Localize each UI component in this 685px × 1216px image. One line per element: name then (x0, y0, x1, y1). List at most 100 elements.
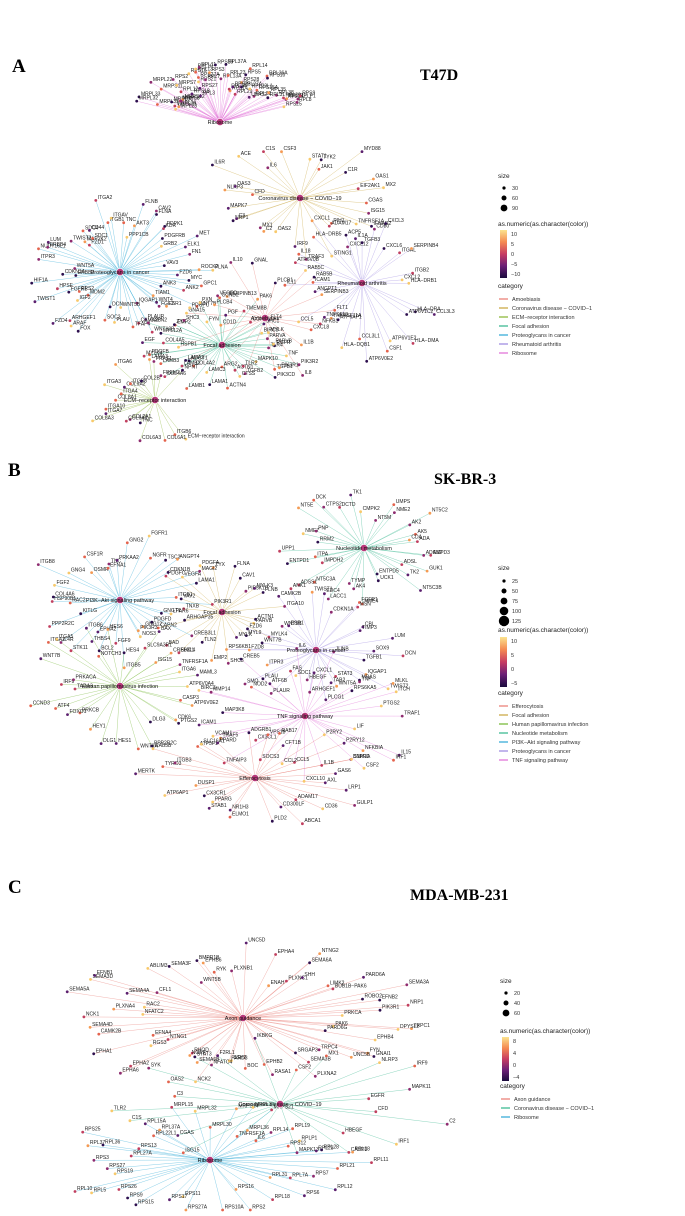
gene-node (422, 554, 426, 557)
legend-category-label: Proteoglycans in cancer (512, 749, 571, 755)
gene-label: MLKL (395, 678, 408, 684)
edge-nucleotide-metabolism (363, 547, 431, 556)
gene-label: PTGS2 (181, 718, 198, 724)
gene-node (244, 634, 248, 637)
edge-human-papillomavirus-infection (56, 639, 121, 687)
legend-colorbar-tick: 0 (511, 667, 514, 673)
edge-pi3k-akt-signaling-pathway (70, 599, 121, 651)
edge-rheumatoid-arthritis (298, 282, 363, 323)
hub-node-ribosome (206, 1156, 214, 1164)
edge-focal-adhesion (221, 343, 274, 346)
hub-label-axon-guidance: Axon guidance (225, 1016, 261, 1022)
gene-label: RPS16 (238, 1184, 254, 1190)
gene-label: EPHA6 (122, 1068, 139, 1074)
edge-ribosome (219, 77, 268, 123)
gene-node (67, 290, 71, 294)
edge-axon-guidance (242, 1017, 368, 1054)
gene-label: EMP2 (214, 655, 228, 661)
legend-color-title: as.numeric(as.character(color)) (498, 221, 588, 228)
edge-ribosome (169, 1159, 211, 1200)
edge-coronavirus-disease-covid-19 (299, 197, 367, 204)
gene-label: FLNA (159, 209, 172, 215)
gene-label: PLAUR (148, 314, 165, 320)
gene-label: SLC9A3R1 (147, 643, 172, 649)
gene-node (239, 657, 243, 661)
gene-label: ATP5F1 (200, 741, 218, 747)
edge-ribosome (74, 1159, 211, 1192)
gene-label: FLNB (265, 587, 278, 593)
gene-node (353, 727, 356, 731)
edge-rheumatoid-arthritis (345, 235, 363, 284)
legend-colorbar-gradient (500, 230, 507, 278)
gene-node (248, 87, 252, 91)
gene-label: MX1 (262, 222, 273, 228)
edge-rheumatoid-arthritis (284, 282, 363, 286)
edge-pi3k-akt-signaling-pathway (108, 563, 121, 601)
gene-label: EFNA4 (155, 1030, 171, 1036)
legend-size-dot (502, 186, 506, 190)
edges (67, 942, 448, 1211)
gene-node (141, 1013, 145, 1016)
gene-label: HLA−DRB5 (316, 232, 342, 238)
gene-label: FGFR1 (71, 287, 88, 293)
gene-node (129, 1154, 133, 1158)
gene-node (197, 268, 201, 272)
gene-label: RPL19 (295, 1123, 311, 1129)
gene-node (307, 1060, 310, 1064)
edge-proteoglycans-in-cancer (119, 238, 163, 273)
gene-label: ISG15 (158, 657, 172, 663)
edge-focal-adhesion (221, 299, 258, 346)
edge-axon-guidance (195, 1017, 244, 1082)
gene-label: WNT5A (77, 263, 95, 269)
gene-node (104, 407, 108, 411)
gene-label: AXL (327, 777, 337, 783)
gene-node (224, 63, 228, 66)
gene-label: FGFR1 (151, 531, 168, 537)
gene-node (138, 439, 142, 443)
gene-node (396, 1028, 400, 1031)
gene-label: TLN2 (204, 637, 216, 643)
gene-node (305, 678, 309, 682)
gene-node (322, 505, 326, 509)
gene-label: ARAF (73, 321, 86, 327)
gene-label: NOTCH3 (101, 651, 122, 657)
gene-node (267, 91, 271, 95)
edge-amoebiasis (214, 304, 266, 319)
gene-node (365, 201, 368, 205)
gene-label: CREB5 (243, 654, 260, 660)
gene-node (416, 540, 419, 543)
edge-focal-adhesion (221, 611, 247, 636)
gene-label: NLRP3 (382, 1057, 398, 1063)
gene-label: GNAI1 (376, 1051, 391, 1057)
gene-node (310, 219, 314, 223)
gene-label: MDM2 (90, 290, 105, 296)
gene-label: FAS (293, 666, 303, 672)
edge-ribosome (219, 97, 250, 123)
gene-label: TNF (362, 676, 372, 682)
gene-label: NGFR (153, 553, 168, 559)
gene-label: RPL13 (198, 67, 214, 73)
edge-proteoglycans-in-cancer (315, 638, 393, 651)
gene-node (219, 77, 223, 81)
gene-node (358, 629, 362, 632)
edge-amoebiasis (264, 317, 321, 325)
edge-axon-guidance (242, 1017, 246, 1069)
gene-node (156, 103, 159, 106)
gene-label: PIK3CD (277, 372, 295, 378)
gene-label: GRB2 (163, 241, 177, 247)
gene-node (129, 1064, 133, 1068)
gene-node (74, 274, 78, 277)
edge-ribosome (219, 75, 268, 123)
edge-pi3k-akt-signaling-pathway (119, 571, 200, 601)
gene-label: AK2 (412, 519, 422, 525)
gene-label: DLG1 (103, 738, 116, 744)
legend-size-label: 60 (514, 1011, 520, 1017)
edge-tnf-signaling-pathway (294, 715, 306, 763)
gene-label: JAK1 (321, 164, 333, 170)
gene-label: ABLIM3 (150, 963, 168, 969)
gene-label: COL6A1 (167, 435, 186, 441)
gene-node (138, 635, 142, 639)
gene-node (374, 1110, 378, 1114)
edge-efferocytosis (254, 734, 325, 779)
gene-label: LAMA2 (188, 355, 205, 361)
